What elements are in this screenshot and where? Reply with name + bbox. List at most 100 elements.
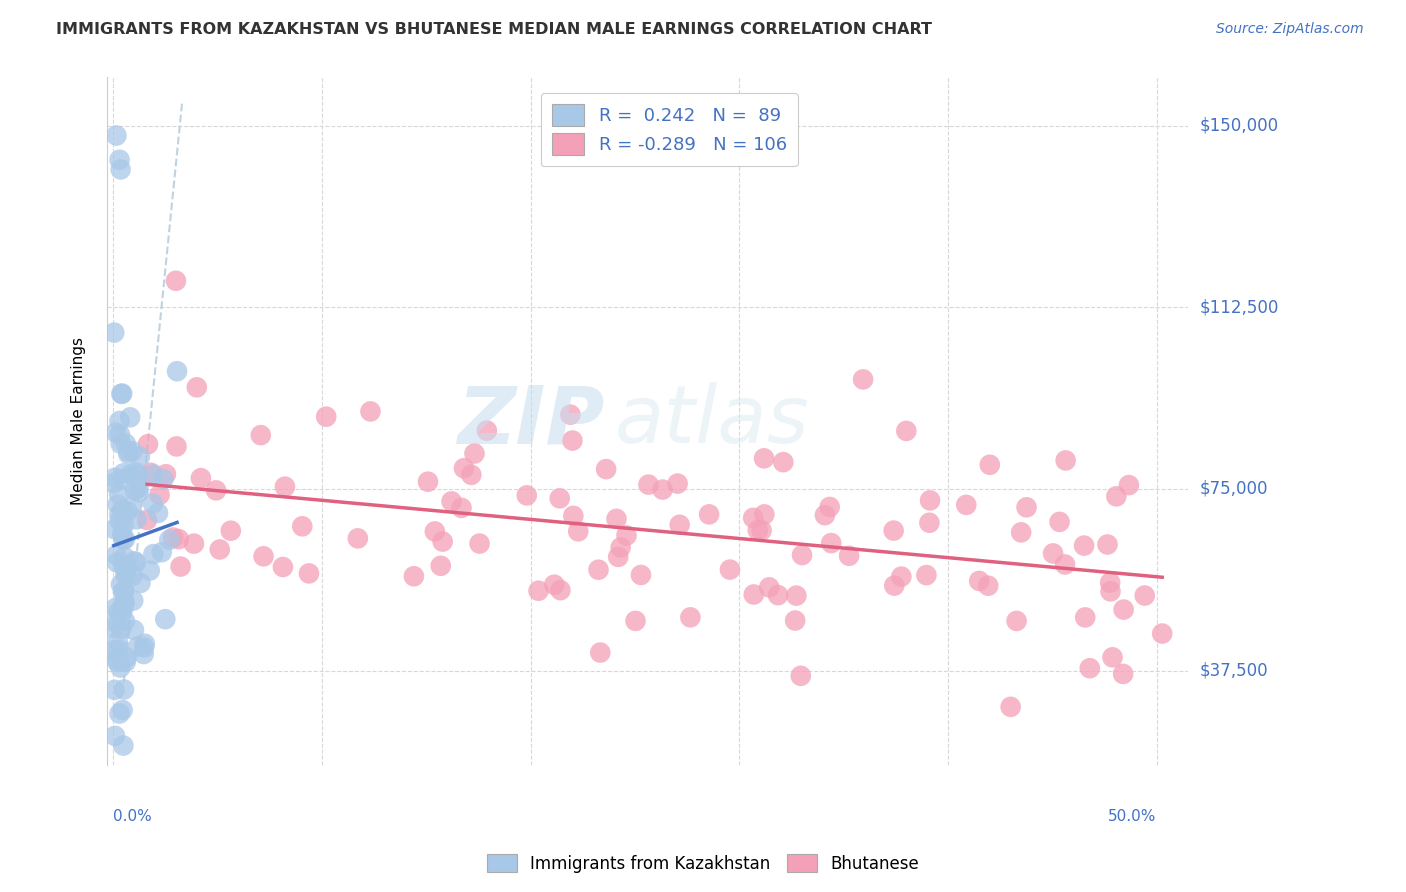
Point xyxy=(298,566,321,581)
Point xyxy=(183,536,205,550)
Point xyxy=(818,500,841,514)
Point xyxy=(754,508,776,522)
Point xyxy=(129,450,152,464)
Point xyxy=(838,549,860,563)
Legend: Immigrants from Kazakhstan, Bhutanese: Immigrants from Kazakhstan, Bhutanese xyxy=(481,847,925,880)
Point xyxy=(463,446,485,460)
Point xyxy=(440,494,463,508)
Point xyxy=(548,491,571,506)
Point xyxy=(423,524,446,539)
Point xyxy=(108,487,131,501)
Point xyxy=(112,739,135,753)
Point xyxy=(516,488,538,502)
Point xyxy=(112,517,135,532)
Point xyxy=(162,531,184,545)
Point xyxy=(108,514,131,528)
Point xyxy=(110,622,132,636)
Point xyxy=(127,469,149,483)
Point xyxy=(114,595,136,609)
Point xyxy=(115,558,138,573)
Point xyxy=(108,414,131,428)
Point xyxy=(915,568,938,582)
Point xyxy=(772,455,794,469)
Point xyxy=(475,424,498,438)
Point xyxy=(125,466,148,480)
Legend: R =  0.242   N =  89, R = -0.289   N = 106: R = 0.242 N = 89, R = -0.289 N = 106 xyxy=(541,94,797,166)
Point xyxy=(751,524,773,538)
Point xyxy=(105,556,128,570)
Point xyxy=(429,558,451,573)
Point xyxy=(896,424,918,438)
Point xyxy=(1118,478,1140,492)
Point xyxy=(852,372,875,386)
Point xyxy=(114,566,136,581)
Point xyxy=(747,523,769,537)
Point xyxy=(107,634,129,648)
Point xyxy=(169,559,191,574)
Point xyxy=(977,579,1000,593)
Point xyxy=(249,428,271,442)
Point xyxy=(129,576,152,591)
Point xyxy=(165,274,187,288)
Point xyxy=(167,532,190,546)
Point xyxy=(450,500,472,515)
Point xyxy=(402,569,425,583)
Point xyxy=(122,593,145,607)
Point xyxy=(105,548,128,562)
Point xyxy=(104,601,127,615)
Point xyxy=(107,642,129,657)
Point xyxy=(114,614,136,628)
Point xyxy=(134,637,156,651)
Point xyxy=(121,500,143,514)
Point xyxy=(112,467,135,481)
Point xyxy=(146,506,169,520)
Point xyxy=(742,587,765,601)
Point xyxy=(668,517,690,532)
Point xyxy=(114,549,136,564)
Point xyxy=(208,542,231,557)
Point xyxy=(1053,558,1076,572)
Point xyxy=(1078,661,1101,675)
Text: $112,500: $112,500 xyxy=(1199,299,1278,317)
Point xyxy=(453,461,475,475)
Text: $37,500: $37,500 xyxy=(1199,662,1268,680)
Point xyxy=(132,640,155,655)
Text: atlas: atlas xyxy=(614,382,810,460)
Point xyxy=(967,574,990,588)
Point xyxy=(291,519,314,533)
Point xyxy=(955,498,977,512)
Point xyxy=(1005,614,1028,628)
Point xyxy=(1000,699,1022,714)
Point xyxy=(104,643,127,657)
Point xyxy=(139,564,162,578)
Point xyxy=(979,458,1001,472)
Point xyxy=(918,516,941,530)
Point xyxy=(114,532,136,546)
Point xyxy=(127,485,149,500)
Point xyxy=(111,527,134,541)
Point xyxy=(111,502,134,516)
Point xyxy=(136,513,159,527)
Point xyxy=(111,386,134,401)
Point xyxy=(112,682,135,697)
Point xyxy=(1015,500,1038,515)
Point xyxy=(790,669,813,683)
Point xyxy=(718,563,741,577)
Point xyxy=(105,652,128,666)
Point xyxy=(758,580,780,594)
Point xyxy=(157,533,180,547)
Point xyxy=(252,549,274,564)
Point xyxy=(110,162,132,177)
Point xyxy=(166,439,188,453)
Point xyxy=(766,588,789,602)
Point xyxy=(105,655,128,669)
Point xyxy=(1101,650,1123,665)
Point xyxy=(124,554,146,568)
Point xyxy=(920,493,942,508)
Point xyxy=(1133,589,1156,603)
Point xyxy=(883,578,905,592)
Point xyxy=(142,547,165,561)
Point xyxy=(460,467,482,482)
Y-axis label: Median Male Earnings: Median Male Earnings xyxy=(72,337,86,505)
Point xyxy=(132,647,155,661)
